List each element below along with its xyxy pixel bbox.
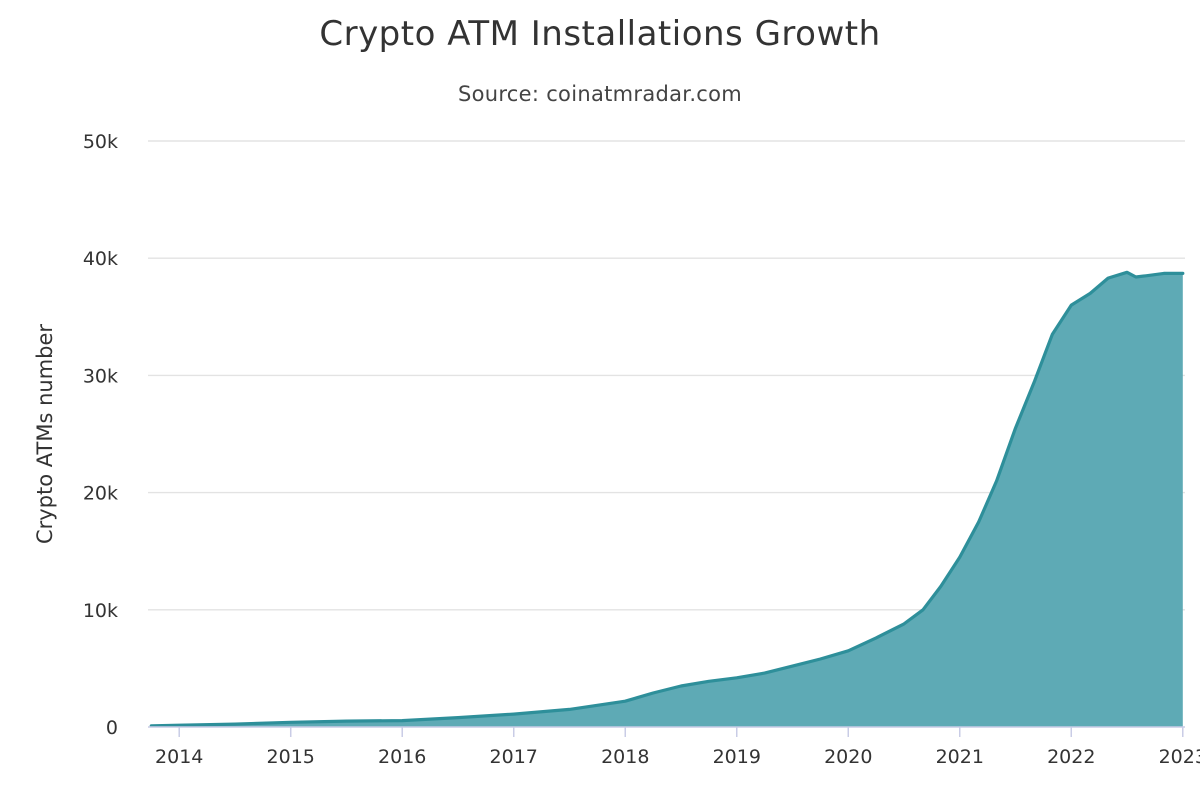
x-tick-label: 2017 — [490, 746, 538, 768]
x-tick-label: 2018 — [601, 746, 649, 768]
y-axis: 0 10k 20k 30k 40k 50k — [83, 131, 118, 739]
chart-subtitle: Source: coinatmradar.com — [457, 82, 743, 106]
y-tick-label: 0 — [106, 717, 118, 739]
x-tick-label: 2023 — [1159, 746, 1200, 768]
chart-title: Crypto ATM Installations Growth — [319, 14, 881, 54]
x-tick-label: 2015 — [267, 746, 315, 768]
series-area-fill — [151, 272, 1183, 727]
x-tick-label: 2016 — [378, 746, 426, 768]
x-tick-label: 2020 — [824, 746, 872, 768]
y-tick-label: 50k — [83, 131, 118, 153]
x-tick-label: 2021 — [936, 746, 984, 768]
x-tick-label: 2014 — [155, 746, 203, 768]
y-tick-label: 10k — [83, 600, 118, 622]
y-tick-label: 20k — [83, 483, 118, 505]
x-tick-label: 2019 — [713, 746, 761, 768]
y-tick-label: 40k — [83, 248, 118, 270]
x-tick-label: 2022 — [1047, 746, 1095, 768]
y-axis-title: Crypto ATMs number — [33, 324, 57, 544]
series-line — [149, 270, 1185, 728]
series-area-group — [149, 270, 1185, 728]
x-axis: 2014 2015 2016 2017 2018 2019 2020 2021 2022 2023 — [148, 726, 1200, 768]
y-tick-label: 30k — [83, 365, 118, 387]
